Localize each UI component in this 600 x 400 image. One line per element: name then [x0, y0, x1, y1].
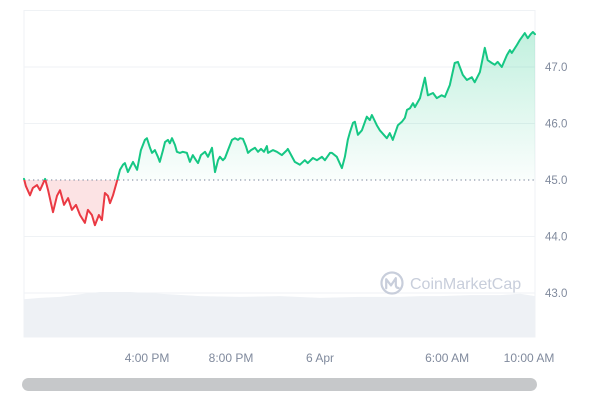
price-line-up [23, 31, 536, 180]
y-axis-labels: 47.0 46.0 45.0 44.0 43.0 [545, 62, 567, 300]
area-fill-above-baseline [24, 32, 535, 180]
x-tick-label: 6:00 AM [425, 351, 469, 365]
area-fills [24, 32, 535, 226]
volume-area [24, 292, 535, 337]
volume-silhouette [24, 292, 535, 337]
x-tick-label: 6 Apr [306, 351, 334, 365]
horizontal-scrollbar[interactable] [0, 377, 600, 391]
y-tick-label: 43.0 [545, 288, 567, 300]
x-tick-label: 8:00 PM [209, 351, 254, 365]
price-line [23, 31, 536, 227]
watermark-text: CoinMarketCap [410, 276, 521, 293]
area-fill-below-baseline [24, 180, 535, 226]
price-chart[interactable]: 47.0 46.0 45.0 44.0 43.0 4:00 PM 8:00 PM 6 Apr… [0, 0, 600, 372]
x-tick-label: 10:00 AM [504, 351, 555, 365]
y-tick-label: 46.0 [545, 119, 567, 131]
price-line-down [23, 180, 119, 227]
watermark: CoinMarketCap [380, 271, 521, 295]
y-tick-label: 45.0 [545, 175, 567, 187]
coinmarketcap-logo-icon [380, 271, 404, 295]
x-axis-labels: 4:00 PM 8:00 PM 6 Apr 6:00 AM 10:00 AM [125, 351, 555, 365]
scrollbar-thumb[interactable] [22, 378, 537, 391]
y-tick-label: 44.0 [545, 232, 567, 244]
x-tick-label: 4:00 PM [125, 351, 170, 365]
y-tick-label: 47.0 [545, 62, 567, 74]
